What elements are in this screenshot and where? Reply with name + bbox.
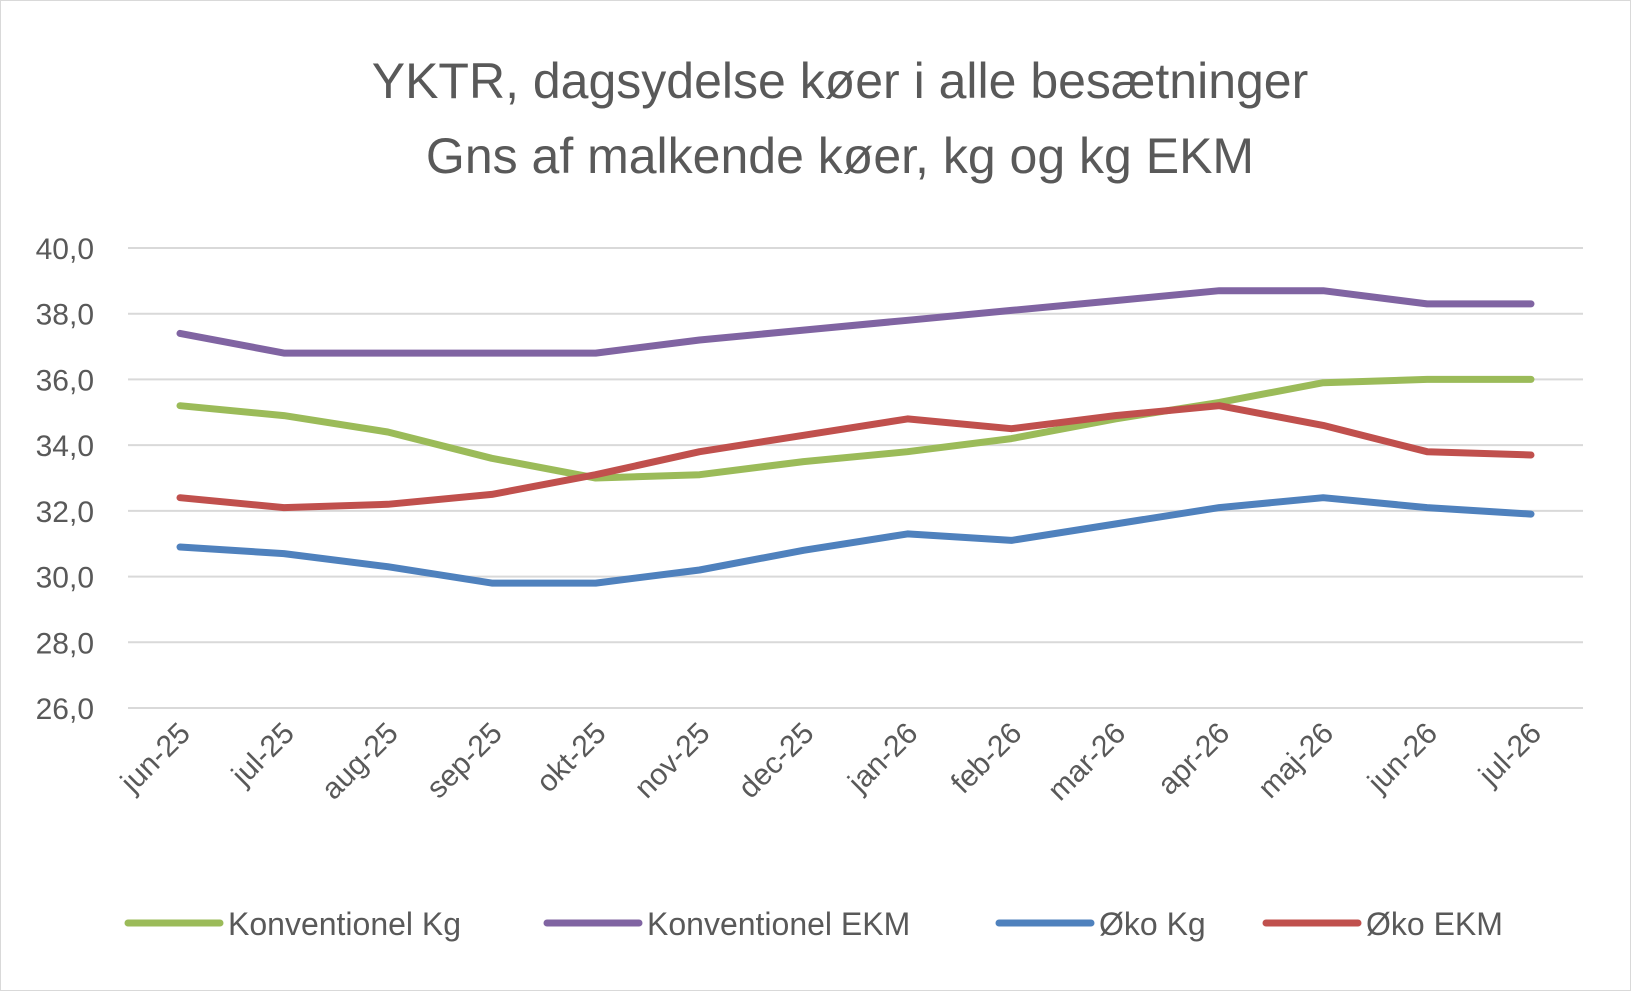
y-tick-label: 30,0 xyxy=(36,562,94,595)
y-tick-label: 26,0 xyxy=(36,693,94,726)
series-line-konventionel-ekm xyxy=(176,287,1535,357)
y-tick-label: 32,0 xyxy=(36,496,94,529)
y-tick-label: 34,0 xyxy=(36,430,94,463)
x-tick-label: sep-25 xyxy=(420,717,508,805)
x-tick-label: dec-25 xyxy=(732,717,820,805)
legend-label-oko-ekm: Øko EKM xyxy=(1366,906,1503,942)
series-line-konventionel-kg xyxy=(176,375,1535,482)
x-tick-label: jul-25 xyxy=(225,717,301,793)
gridlines xyxy=(128,247,1583,709)
series-line-oko-kg xyxy=(176,494,1535,587)
series-lines xyxy=(176,287,1535,587)
x-tick-label: aug-25 xyxy=(315,717,404,806)
x-tick-label: jun-26 xyxy=(1361,717,1444,800)
y-axis-ticks: 26,0 28,0 30,0 32,0 34,0 36,0 38,0 40,0 xyxy=(36,233,94,726)
x-tick-label: jun-25 xyxy=(114,717,197,800)
y-tick-label: 38,0 xyxy=(36,299,94,332)
legend: Konventionel Kg Konventionel EKM Øko Kg Øko… xyxy=(124,906,1503,942)
x-axis-ticks: jun-25 jul-25 aug-25 sep-25 okt-25 nov-25 dec-… xyxy=(114,717,1548,808)
legend-label-konventionel-kg: Konventionel Kg xyxy=(228,906,461,942)
x-tick-label: jan-26 xyxy=(841,717,924,800)
series-line-oko-ekm xyxy=(176,402,1535,512)
x-tick-label: jul-26 xyxy=(1472,717,1548,793)
y-tick-label: 28,0 xyxy=(36,627,94,660)
x-tick-label: apr-26 xyxy=(1152,717,1237,802)
chart-title: YKTR, dagsydelse køer i alle besætninger xyxy=(372,53,1309,109)
legend-label-konventionel-ekm: Konventionel EKM xyxy=(647,906,910,942)
x-tick-label: feb-26 xyxy=(945,717,1028,800)
x-tick-label: mar-26 xyxy=(1042,717,1133,808)
x-tick-label: nov-25 xyxy=(628,717,716,805)
y-tick-label: 40,0 xyxy=(36,233,94,266)
chart-subtitle: Gns af malkende køer, kg og kg EKM xyxy=(426,128,1254,184)
x-tick-label: maj-26 xyxy=(1252,717,1340,805)
y-tick-label: 36,0 xyxy=(36,364,94,397)
x-tick-label: okt-25 xyxy=(530,717,612,799)
legend-label-oko-kg: Øko Kg xyxy=(1099,906,1206,942)
